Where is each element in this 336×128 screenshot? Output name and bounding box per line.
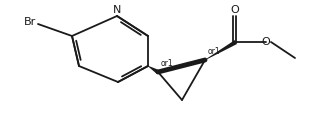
Text: O: O <box>262 37 270 47</box>
Polygon shape <box>205 40 237 60</box>
Text: N: N <box>113 5 121 15</box>
Text: or1: or1 <box>161 58 174 67</box>
Polygon shape <box>148 66 159 74</box>
Text: O: O <box>230 5 239 15</box>
Text: or1: or1 <box>208 46 221 56</box>
Text: Br: Br <box>24 17 36 27</box>
